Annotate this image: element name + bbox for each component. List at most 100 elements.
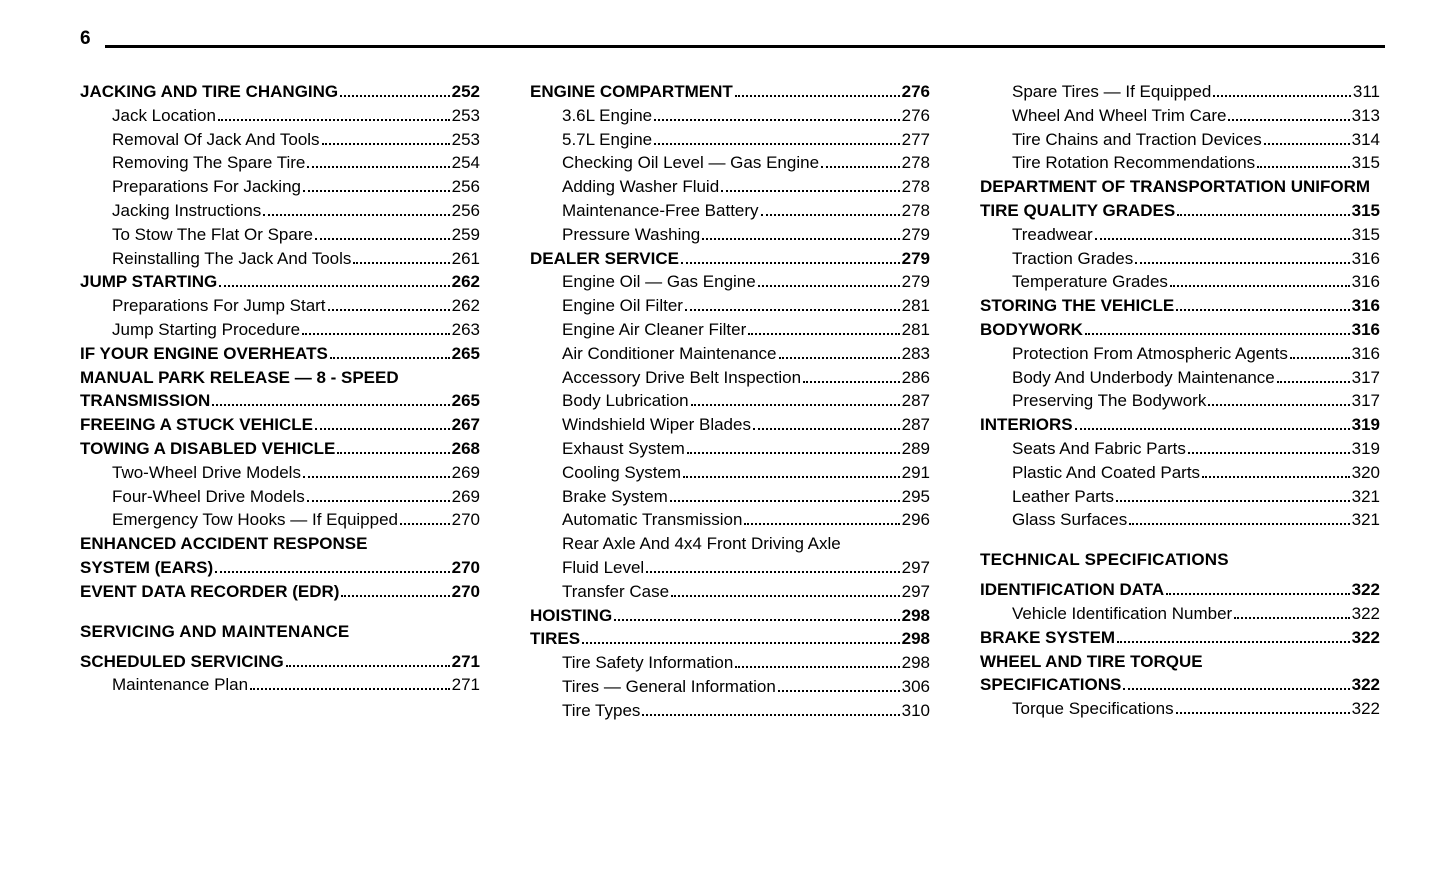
toc-heading-row: ENGINE COMPARTMENT276 (530, 80, 930, 104)
toc-label: Checking Oil Level — Gas Engine (530, 151, 819, 175)
toc-leader-dots (735, 95, 900, 97)
toc-page-number: 262 (452, 294, 480, 318)
manual-toc-page: 6 JACKING AND TIRE CHANGING 252Jack Loca… (0, 0, 1445, 874)
toc-leader-dots (1234, 617, 1349, 619)
toc-subentry-row: Transfer Case 297 (530, 580, 930, 604)
toc-leader-dots (1208, 404, 1349, 406)
toc-label: Transfer Case (530, 580, 669, 604)
toc-page-number: 306 (902, 675, 930, 699)
toc-label: Jump Starting Procedure (80, 318, 300, 342)
toc-page-number: 289 (902, 437, 930, 461)
toc-leader-dots (315, 428, 450, 430)
toc-leader-dots (303, 476, 450, 478)
toc-heading-continuation: ENHANCED ACCIDENT RESPONSE (80, 532, 480, 556)
toc-label: Engine Air Cleaner Filter (530, 318, 746, 342)
toc-label: Vehicle Identification Number (980, 602, 1232, 626)
toc-leader-dots (1188, 452, 1350, 454)
toc-page-number: 271 (452, 673, 480, 697)
toc-label: Brake System (530, 485, 668, 509)
toc-heading-row: IF YOUR ENGINE OVERHEATS 265 (80, 342, 480, 366)
toc-leader-dots (322, 143, 450, 145)
toc-label: Treadwear (980, 223, 1093, 247)
toc-page-number: 316 (1352, 247, 1380, 271)
toc-page-number: 315 (1352, 151, 1380, 175)
toc-subentry-row: Air Conditioner Maintenance 283 (530, 342, 930, 366)
toc-leader-dots (1277, 381, 1350, 383)
toc-leader-dots (1264, 143, 1350, 145)
toc-label: IF YOUR ENGINE OVERHEATS (80, 342, 328, 366)
toc-page-number: 295 (902, 485, 930, 509)
toc-page-number: 281 (902, 294, 930, 318)
toc-page-number: 265 (452, 342, 480, 366)
toc-page-number: 296 (902, 508, 930, 532)
toc-subentry-row: Protection From Atmospheric Agents316 (980, 342, 1380, 366)
toc-leader-dots (670, 500, 900, 502)
toc-leader-dots (302, 333, 450, 335)
toc-label: Emergency Tow Hooks — If Equipped (80, 508, 398, 532)
toc-subentry-row: 3.6L Engine276 (530, 104, 930, 128)
toc-leader-dots (654, 143, 900, 145)
toc-heading-row: JUMP STARTING 262 (80, 270, 480, 294)
toc-heading-row: FREEING A STUCK VEHICLE 267 (80, 413, 480, 437)
toc-label: Traction Grades (980, 247, 1133, 271)
toc-label: Reinstalling The Jack And Tools (80, 247, 351, 271)
toc-label: Automatic Transmission (530, 508, 742, 532)
toc-label: TIRE QUALITY GRADES (980, 199, 1175, 223)
toc-heading-row: TIRES298 (530, 627, 930, 651)
toc-label: BRAKE SYSTEM (980, 626, 1115, 650)
toc-subentry-row: 5.7L Engine 277 (530, 128, 930, 152)
toc-subentry-row: Tire Safety Information 298 (530, 651, 930, 675)
toc-subentry-row: To Stow The Flat Or Spare259 (80, 223, 480, 247)
toc-label: Pressure Washing (530, 223, 700, 247)
toc-leader-dots (263, 214, 449, 216)
toc-leader-dots (642, 714, 899, 716)
toc-label: Maintenance Plan (80, 673, 248, 697)
toc-label: Engine Oil Filter (530, 294, 683, 318)
chapter-heading: SERVICING AND MAINTENANCE (80, 622, 480, 642)
toc-page-number: 322 (1352, 673, 1380, 697)
toc-leader-dots (1135, 262, 1349, 264)
page-number: 6 (80, 28, 91, 50)
toc-label: Cooling System (530, 461, 681, 485)
toc-label: Preparations For Jump Start (80, 294, 326, 318)
toc-page-number: 270 (452, 508, 480, 532)
toc-subentry-row: Tire Types310 (530, 699, 930, 723)
toc-page-number: 279 (902, 247, 930, 271)
toc-subentry-row: Engine Oil Filter 281 (530, 294, 930, 318)
toc-subentry-row: Fluid Level 297 (530, 556, 930, 580)
toc-leader-dots (212, 404, 449, 406)
toc-subentry-row: Maintenance-Free Battery 278 (530, 199, 930, 223)
toc-label: Tire Safety Information (530, 651, 733, 675)
toc-leader-dots (1176, 309, 1349, 311)
toc-label: SCHEDULED SERVICING (80, 650, 284, 674)
toc-leader-dots (286, 665, 450, 667)
toc-subentry-row: Glass Surfaces 321 (980, 508, 1380, 532)
toc-subentry-row: Plastic And Coated Parts320 (980, 461, 1380, 485)
toc-subentry-row: Brake System 295 (530, 485, 930, 509)
toc-page-number: 268 (452, 437, 480, 461)
toc-label: Maintenance-Free Battery (530, 199, 759, 223)
toc-label: Air Conditioner Maintenance (530, 342, 777, 366)
toc-label: Leather Parts (980, 485, 1114, 509)
toc-leader-dots (582, 642, 900, 644)
toc-page-number: 291 (902, 461, 930, 485)
toc-heading-row: IDENTIFICATION DATA 322 (980, 578, 1380, 602)
toc-label: Temperature Grades (980, 270, 1168, 294)
toc-leader-dots (779, 357, 900, 359)
toc-leader-dots (671, 595, 900, 597)
toc-page-number: 254 (452, 151, 480, 175)
toc-heading-row: TRANSMISSION 265 (80, 389, 480, 413)
toc-leader-dots (685, 309, 900, 311)
toc-leader-dots (1290, 357, 1350, 359)
toc-label: Spare Tires — If Equipped (980, 80, 1211, 104)
toc-page-number: 278 (902, 175, 930, 199)
toc-leader-dots (341, 595, 449, 597)
toc-subentry-row: Temperature Grades316 (980, 270, 1380, 294)
toc-label: Preparations For Jacking (80, 175, 301, 199)
toc-leader-dots (753, 428, 900, 430)
toc-leader-dots (1170, 285, 1350, 287)
toc-label: FREEING A STUCK VEHICLE (80, 413, 313, 437)
toc-subentry-row: Windshield Wiper Blades287 (530, 413, 930, 437)
toc-label: Adding Washer Fluid (530, 175, 719, 199)
toc-page-number: 278 (902, 199, 930, 223)
